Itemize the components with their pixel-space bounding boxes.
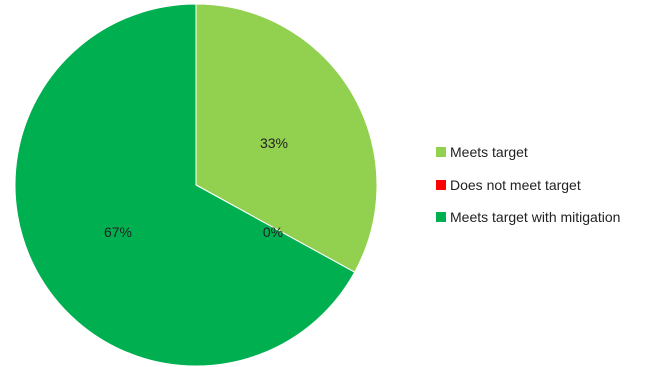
legend-swatch-does-not-meet-target	[436, 180, 446, 190]
pie-slices	[14, 3, 378, 367]
legend-item-meets-target-with-mitigation: Meets target with mitigation	[436, 209, 620, 225]
legend-label-meets-target-with-mitigation: Meets target with mitigation	[450, 209, 620, 225]
legend-item-meets-target: Meets target	[436, 144, 528, 160]
legend: Meets target Does not meet target Meets …	[436, 144, 620, 225]
slice-label-meets-target-with-mitigation: 67%	[104, 224, 132, 240]
slice-meets-target-with-mitigation	[14, 3, 356, 367]
legend-swatch-meets-target	[436, 147, 446, 157]
slice-label-meets-target: 33%	[260, 135, 288, 151]
pie-slice-labels: 33% 0% 67%	[104, 135, 288, 240]
slice-meets-target	[195, 3, 378, 273]
slice-label-does-not-meet-target: 0%	[263, 224, 283, 240]
legend-item-does-not-meet-target: Does not meet target	[436, 177, 581, 193]
legend-swatch-meets-target-with-mitigation	[436, 212, 446, 222]
legend-label-does-not-meet-target: Does not meet target	[450, 177, 581, 193]
legend-label-meets-target: Meets target	[450, 144, 528, 160]
